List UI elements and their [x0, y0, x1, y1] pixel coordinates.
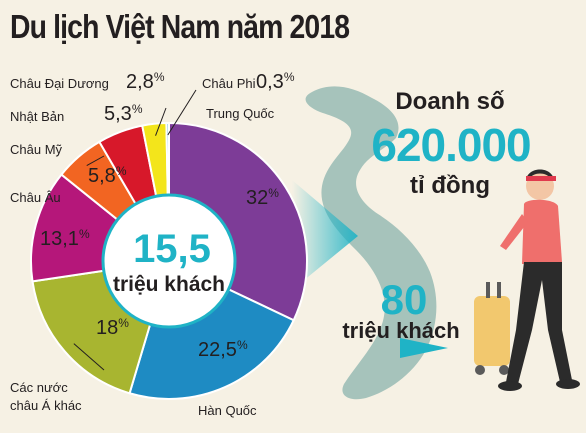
donut-hole: [101, 193, 237, 329]
vietnam-map-shape: [305, 86, 437, 400]
category-label-cac-nuoc-chau-a-khac: Các nước châu Á khác: [10, 380, 82, 413]
revenue-label: Doanh số: [395, 88, 505, 115]
arrow-shape: [292, 180, 358, 290]
value-label-chau-dai-duong: 2,8%: [126, 70, 165, 93]
center-value: 15,5: [133, 227, 211, 271]
leader-lines: [73, 89, 197, 371]
page-title: Du lịch Việt Nam năm 2018: [10, 8, 350, 45]
value-label-han-quoc: 22,5%: [198, 338, 248, 361]
leader-line-cac-nuoc-chau-a-khac: [73, 343, 105, 371]
leader-line-chau-phi: [167, 89, 197, 136]
revenue-unit: tỉ đồng: [410, 172, 490, 199]
category-label-chau-phi: Châu Phi: [202, 76, 256, 91]
leader-line-chau-my: [86, 155, 105, 167]
value-label-chau-phi: 0,3%: [256, 70, 295, 93]
value-label-nhat-ban: 5,3%: [104, 102, 143, 125]
category-label-chau-dai-duong: Châu Đại Dương: [10, 76, 109, 91]
value-label-chau-au: 13,1%: [40, 227, 90, 250]
donut-slices: [30, 121, 308, 400]
category-label-nhat-ban: Nhật Bản: [10, 109, 64, 124]
arrow-shape-right: [400, 338, 448, 358]
traveller-illustration: [474, 169, 580, 391]
visitors-value: 80: [380, 276, 428, 323]
revenue-value: 620.000: [371, 119, 531, 171]
leader-line-chau-dai-duong: [155, 107, 167, 136]
category-label-chau-my: Châu Mỹ: [10, 142, 63, 157]
category-label-han-quoc: Hàn Quốc: [198, 403, 257, 418]
category-label-chau-au: Châu Âu: [10, 190, 61, 205]
visitors-unit: triệu khách: [342, 318, 460, 343]
category-label-trung-quoc: Trung Quốc: [206, 106, 275, 121]
center-unit: triệu khách: [113, 273, 225, 296]
